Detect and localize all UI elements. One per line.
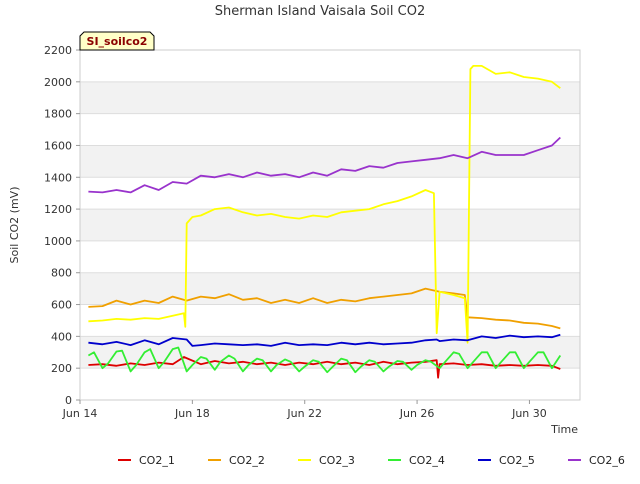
plot-band: [80, 368, 580, 400]
x-tick-label: Jun 22: [286, 407, 322, 420]
x-axis-ticks: Jun 14 Jun 18 Jun 22 Jun 26 Jun 30: [62, 400, 547, 420]
site-badge: SI_soilco2: [79, 31, 155, 51]
series-line-co2-1: [88, 356, 561, 379]
plot-band: [80, 145, 580, 178]
y-tick-label: 1600: [44, 139, 72, 152]
plot-band: [80, 81, 580, 114]
y-tick-label: 2000: [44, 76, 72, 89]
site-badge-box: [79, 31, 155, 51]
legend-label: CO2_3: [319, 454, 355, 467]
plot-band: [80, 209, 580, 241]
y-axis-label: Soil CO2 (mV): [8, 187, 21, 264]
plot-band: [80, 272, 580, 305]
y-tick-label: 1800: [44, 108, 72, 121]
y-axis-ticks: 0 200 400 600 800 1000 1200 1400 1600 1800 2000 220…: [44, 44, 80, 407]
legend-label: CO2_6: [589, 454, 625, 467]
y-tick-label: 2200: [44, 44, 72, 57]
chart-title: Sherman Island Vaisala Soil CO2: [215, 4, 425, 19]
series-line-co2-6: [88, 136, 561, 194]
y-tick-label: 1200: [44, 203, 72, 216]
plot-background: [80, 50, 580, 400]
plot-band: [80, 240, 580, 273]
x-tick-label: Jun 26: [399, 407, 435, 420]
plot-frame: [79, 49, 581, 401]
series-line-co2-2: [88, 287, 561, 330]
y-tick-label: 800: [51, 267, 72, 280]
site-badge-label: SI_soilco2: [87, 35, 148, 48]
legend-label: CO2_1: [139, 454, 175, 467]
series-lines: [87, 65, 562, 379]
x-tick-label: Jun 14: [62, 407, 98, 420]
legend: CO2_1 CO2_2 CO2_3 CO2_4 CO2_5 CO2_6: [118, 454, 625, 467]
y-tick-label: 200: [51, 362, 72, 375]
plot-band: [80, 50, 580, 82]
x-tick-label: Jun 30: [511, 407, 547, 420]
series-line-co2-3: [88, 65, 561, 344]
plot-band: [80, 113, 580, 146]
plot-band: [80, 177, 580, 210]
series-line-co2-4: [87, 346, 562, 374]
y-tick-label: 1400: [44, 171, 72, 184]
legend-label: CO2_2: [229, 454, 265, 467]
series-line-co2-5: [88, 333, 561, 347]
x-axis-label: Time: [550, 423, 578, 436]
legend-label: CO2_4: [409, 454, 445, 467]
x-tick-label: Jun 18: [174, 407, 210, 420]
y-tick-label: 400: [51, 330, 72, 343]
legend-label: CO2_5: [499, 454, 535, 467]
y-tick-label: 600: [51, 299, 72, 312]
y-tick-label: 0: [65, 394, 72, 407]
y-tick-label: 1000: [44, 235, 72, 248]
